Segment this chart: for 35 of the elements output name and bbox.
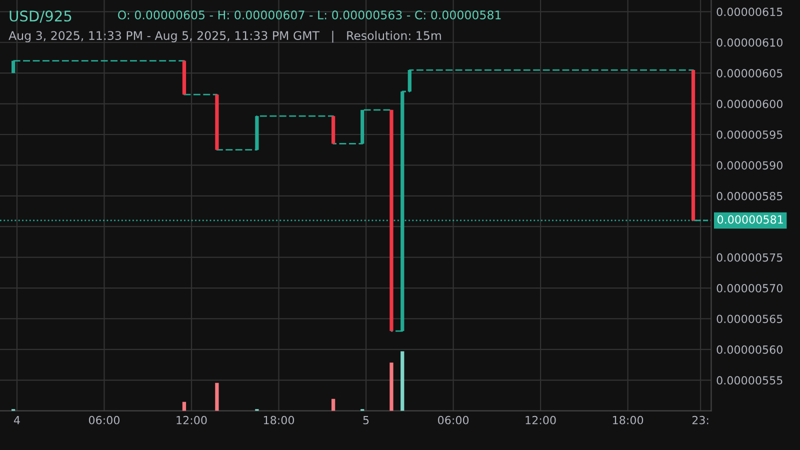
ref-line-label: 0.00000581 bbox=[717, 215, 783, 224]
y-tick-label: 0.00000595 bbox=[716, 130, 782, 139]
candlestick bbox=[331, 115, 336, 144]
bar bbox=[400, 351, 404, 411]
y-tick-label: 0.00000560 bbox=[716, 345, 782, 354]
y-tick-label: 0.00000605 bbox=[716, 69, 782, 78]
bar bbox=[182, 402, 186, 411]
text: USD/925 bbox=[10, 10, 72, 23]
x-tick-label: 23: bbox=[692, 416, 708, 424]
candlestick bbox=[215, 94, 219, 151]
candlestick bbox=[390, 109, 394, 332]
x-tick-label: 12:00 bbox=[176, 416, 207, 424]
y-tick-label: 0.00000615 bbox=[716, 8, 782, 16]
x-tick-label: 06:00 bbox=[88, 416, 120, 424]
x-tick-label: 4 bbox=[14, 416, 20, 424]
y-tick-label: 0.00000565 bbox=[716, 314, 782, 324]
x-tick-label: 5 bbox=[363, 416, 369, 424]
annotation: O: 0.00000605 - H: 0.00000607 - L: 0.00000563 - C: 0.00000581 bbox=[118, 10, 501, 20]
candlestick bbox=[182, 60, 186, 96]
x-tick-label: 18:00 bbox=[264, 416, 294, 424]
candlestick bbox=[691, 70, 696, 220]
y-tick-label: 0.00000590 bbox=[716, 161, 782, 170]
text: Aug 3, 2025, 11:33 PM - Aug 5, 2025, 11:33 PM GMT | Resolution: 15m bbox=[8, 30, 441, 43]
bar bbox=[390, 362, 394, 411]
x-tick-label: 12:00 bbox=[526, 416, 556, 424]
y-tick-label: 0.00000555 bbox=[716, 376, 782, 385]
bar bbox=[331, 398, 336, 411]
bar bbox=[215, 382, 219, 411]
y-tick-label: 0.00000585 bbox=[716, 192, 782, 200]
y-tick-label: 0.00000570 bbox=[716, 284, 782, 292]
x-tick-label: 06:00 bbox=[438, 416, 469, 424]
y-tick-label: 0.00000610 bbox=[716, 38, 782, 47]
y-tick-label: 0.00000575 bbox=[716, 253, 782, 262]
y-tick-label: 0.00000600 bbox=[716, 100, 782, 108]
x-tick-label: 18:00 bbox=[613, 416, 644, 424]
